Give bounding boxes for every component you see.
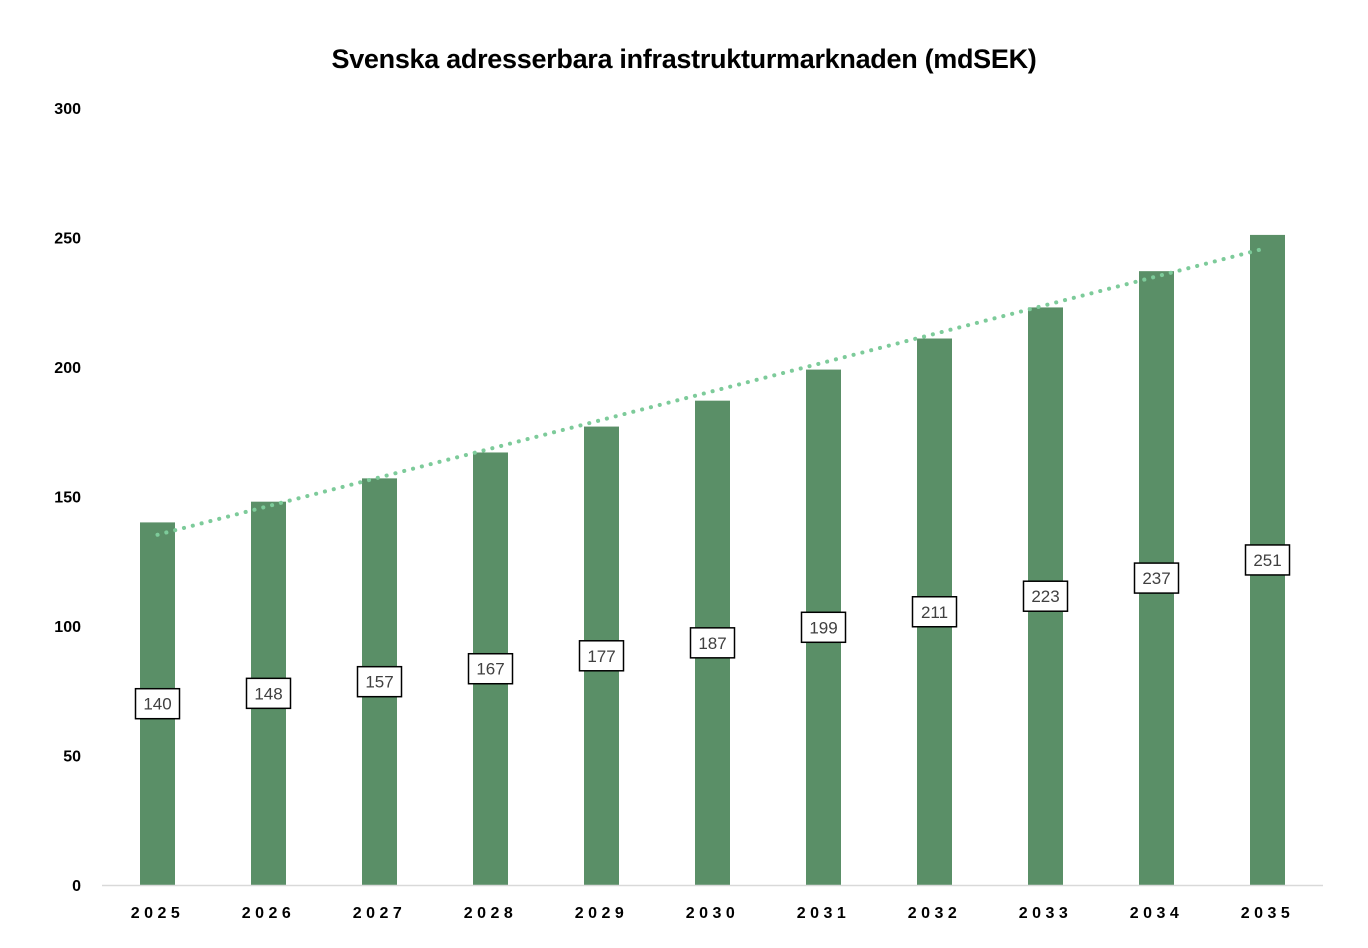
data-label-text: 211 [921, 603, 948, 622]
data-label: 199 [800, 611, 847, 644]
y-tick-label: 0 [72, 878, 81, 895]
x-tick-label: 2030 [686, 905, 740, 922]
data-label-box [911, 596, 958, 628]
data-label-box [578, 640, 625, 672]
y-tick-label: 50 [63, 749, 81, 766]
data-label-box [689, 627, 736, 659]
x-tick-label: 2025 [131, 905, 185, 922]
data-label: 140 [134, 687, 181, 720]
data-label: 211 [911, 596, 958, 628]
data-label-text: 223 [1031, 587, 1059, 606]
data-label-box [245, 677, 292, 710]
x-tick-label: 2027 [353, 905, 407, 922]
data-label-text: 187 [698, 634, 726, 653]
data-label: 223 [1022, 580, 1069, 612]
data-label-box [356, 665, 403, 698]
x-tick-label: 2035 [1241, 905, 1295, 922]
y-tick-label: 300 [54, 101, 81, 118]
data-label: 237 [1133, 562, 1180, 594]
data-label: 251 [1244, 544, 1291, 576]
data-label-box [1244, 544, 1291, 576]
bar-series [140, 234, 1285, 886]
data-label-text: 140 [143, 695, 171, 714]
x-axis-ticks: 2025 2026 2027 2028 2029 2030 2031 2032 2033 2034… [131, 905, 1295, 922]
trendline [155, 245, 1270, 537]
data-label-box [467, 652, 514, 685]
data-label-text: 177 [587, 647, 615, 666]
data-label-text: 237 [1142, 569, 1170, 588]
y-tick-label: 100 [54, 619, 81, 636]
data-label: 148 [245, 677, 292, 710]
x-tick-label: 2032 [908, 905, 962, 922]
y-tick-label: 150 [54, 490, 81, 507]
data-labels: 140 148 157 167 177 187 199 211 223 237 251 [134, 544, 1291, 720]
x-tick-label: 2026 [242, 905, 296, 922]
x-tick-label: 2028 [464, 905, 518, 922]
data-label-box [1022, 580, 1069, 612]
trendline-group [155, 245, 1270, 537]
data-label-text: 157 [365, 673, 393, 692]
data-label-box [1133, 562, 1180, 594]
data-label: 157 [356, 665, 403, 698]
data-label-text: 251 [1253, 551, 1281, 570]
x-tick-label: 2033 [1019, 905, 1073, 922]
x-tick-label: 2034 [1130, 905, 1184, 922]
y-tick-label: 200 [54, 360, 81, 377]
chart-title: Svenska adresserbara infrastrukturmarkna… [331, 44, 1037, 74]
data-label: 177 [578, 640, 625, 672]
data-label-box [800, 611, 847, 644]
data-label: 187 [689, 627, 736, 659]
data-label-text: 148 [254, 684, 282, 703]
data-label-text: 199 [809, 618, 837, 637]
y-axis-ticks: 0 50 100 150 200 250 300 [54, 101, 81, 895]
data-label-box [134, 687, 181, 720]
data-label: 167 [467, 652, 514, 685]
y-tick-label: 250 [54, 231, 81, 248]
data-label-text: 167 [476, 660, 504, 679]
x-tick-label: 2029 [575, 905, 629, 922]
x-tick-label: 2031 [797, 905, 851, 922]
